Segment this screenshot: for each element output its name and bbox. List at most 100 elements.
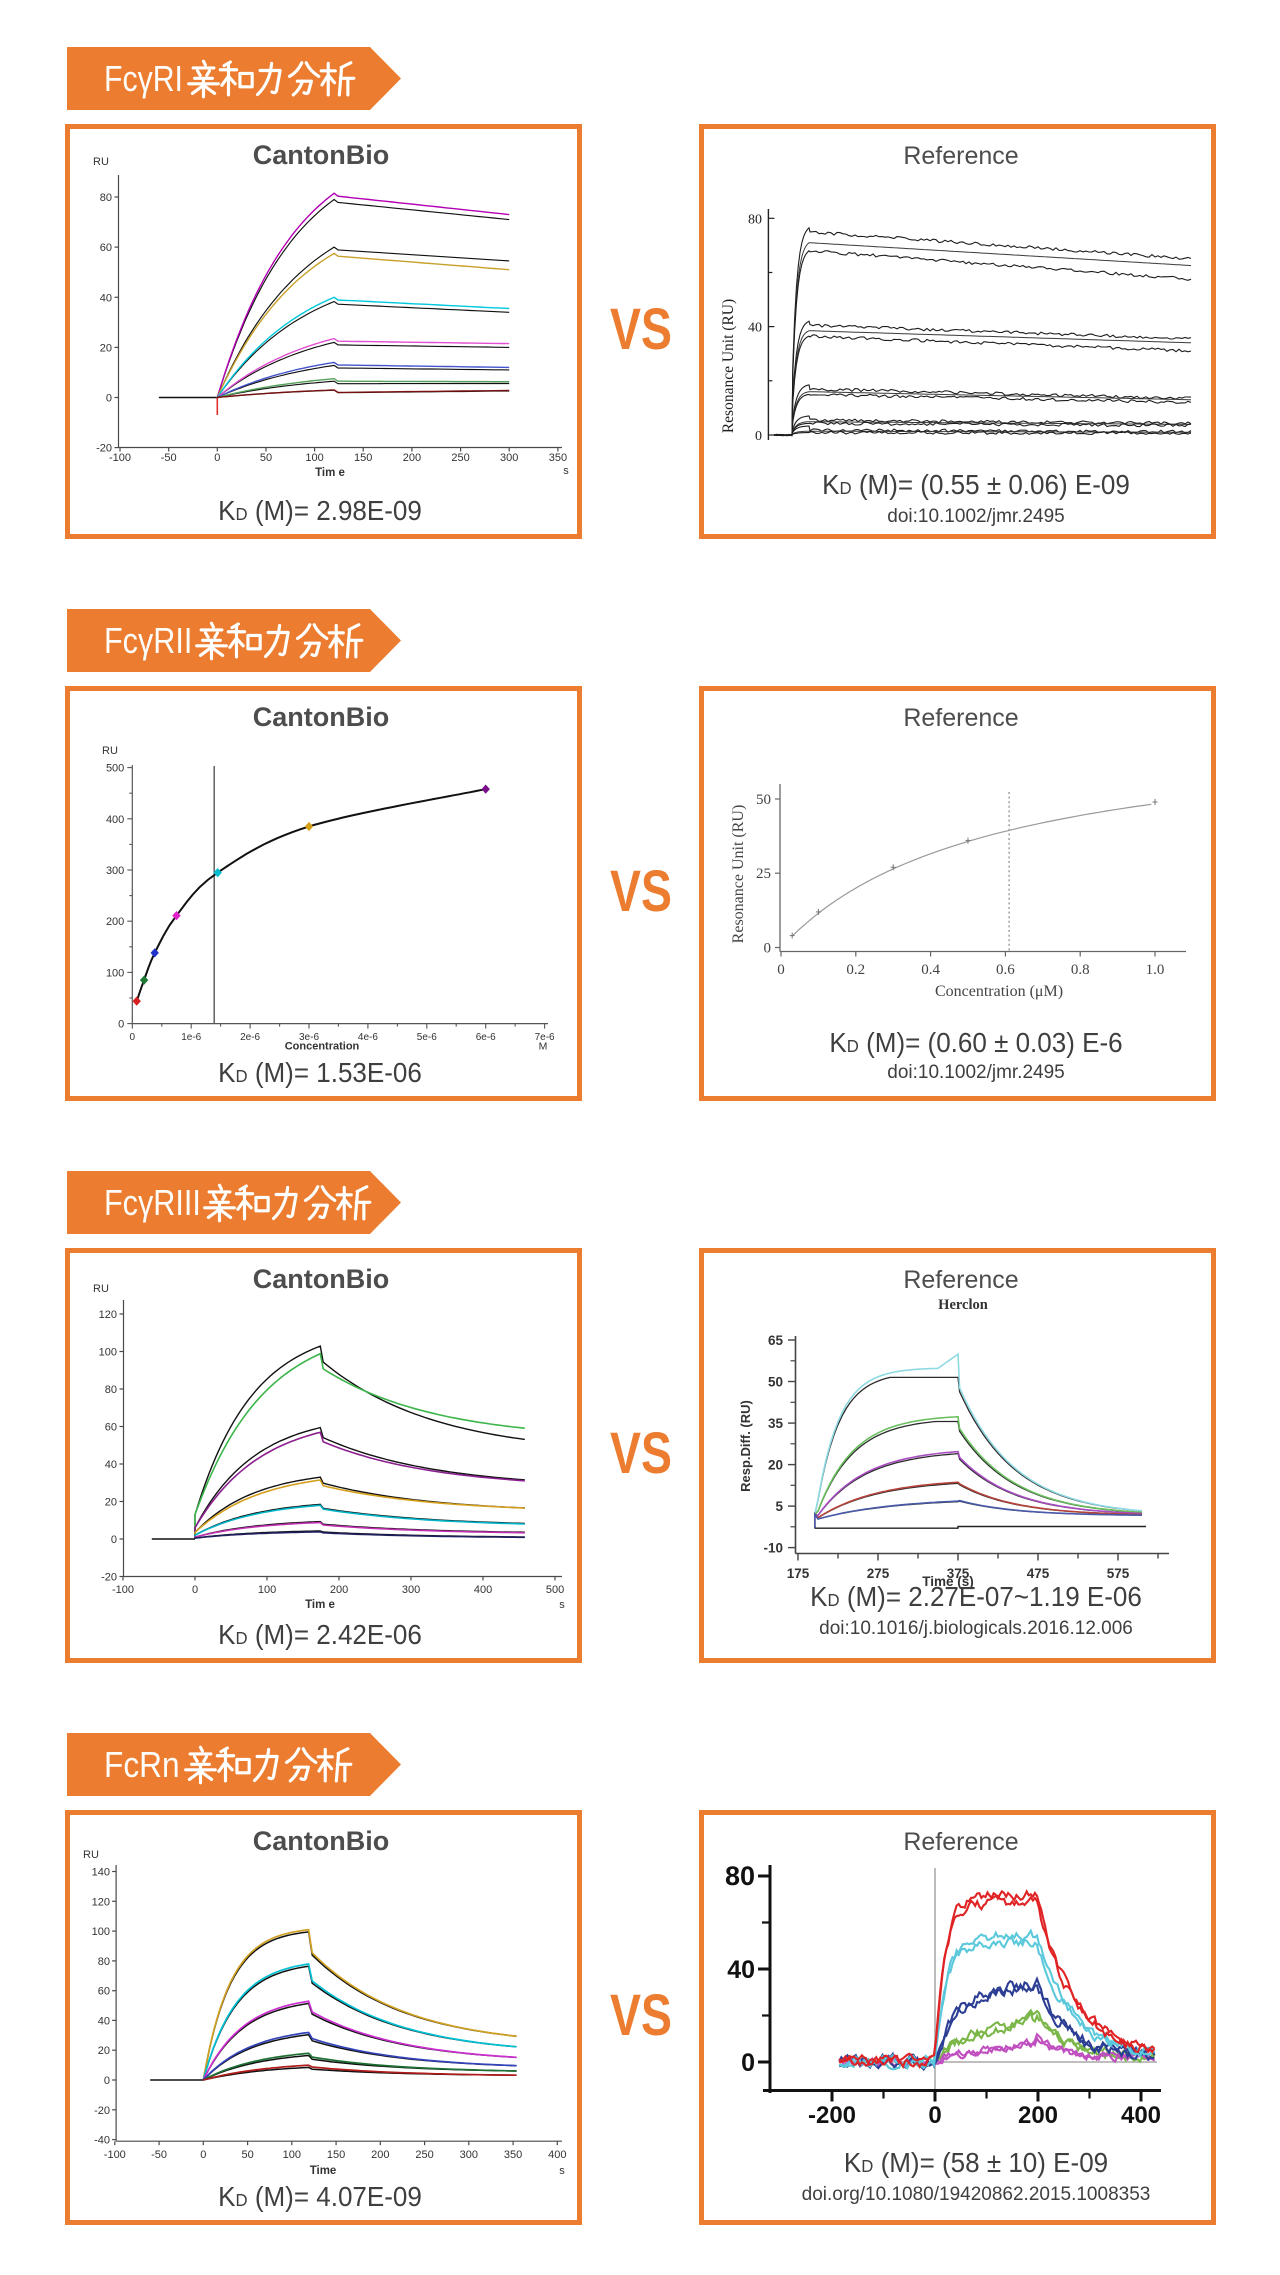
svg-text:VS: VS xyxy=(610,1983,672,2048)
svg-text:120: 120 xyxy=(99,1309,117,1321)
svg-text:60: 60 xyxy=(98,1986,110,1998)
svg-text:300: 300 xyxy=(460,2149,478,2161)
svg-text:80: 80 xyxy=(105,1384,117,1396)
svg-text:CantonBio: CantonBio xyxy=(253,702,389,732)
svg-text:150: 150 xyxy=(354,452,372,464)
svg-text:100: 100 xyxy=(99,1347,117,1359)
svg-text:Reference: Reference xyxy=(903,142,1018,170)
svg-text:RU: RU xyxy=(93,156,109,168)
svg-text:Tim e: Tim e xyxy=(315,467,345,479)
svg-text:-50: -50 xyxy=(161,452,177,464)
svg-text:0.2: 0.2 xyxy=(846,962,865,978)
svg-text:4e-6: 4e-6 xyxy=(358,1032,378,1043)
svg-text:60: 60 xyxy=(105,1422,117,1434)
svg-text:0: 0 xyxy=(928,2102,941,2129)
svg-text:200: 200 xyxy=(1018,2102,1058,2129)
svg-text:500: 500 xyxy=(546,1584,564,1596)
svg-text:doi:10.1016/j.biologicals.2016: doi:10.1016/j.biologicals.2016.12.006 xyxy=(819,1618,1133,1639)
svg-text:VS: VS xyxy=(610,297,672,362)
svg-text:RU: RU xyxy=(93,1283,109,1295)
svg-text:60: 60 xyxy=(100,242,112,254)
svg-text:400: 400 xyxy=(548,2149,566,2161)
svg-text:Time: Time xyxy=(310,2165,337,2177)
svg-text:-20: -20 xyxy=(94,2105,110,2117)
svg-text:Resonance Unit (RU): Resonance Unit (RU) xyxy=(720,299,737,433)
svg-text:100: 100 xyxy=(283,2149,301,2161)
svg-text:65: 65 xyxy=(768,1333,784,1348)
svg-text:CantonBio: CantonBio xyxy=(253,1826,389,1856)
svg-text:FcγRI: FcγRI xyxy=(104,60,183,100)
svg-text:M: M xyxy=(539,1041,548,1053)
svg-text:VS: VS xyxy=(610,859,672,924)
svg-text:100: 100 xyxy=(106,967,124,979)
svg-text:0: 0 xyxy=(106,393,112,405)
svg-text:400: 400 xyxy=(106,814,124,826)
svg-text:5: 5 xyxy=(775,1499,783,1514)
svg-text:350: 350 xyxy=(549,452,567,464)
svg-text:200: 200 xyxy=(403,452,421,464)
svg-text:0: 0 xyxy=(111,1534,117,1546)
svg-text:120: 120 xyxy=(92,1896,110,1908)
svg-text:-40: -40 xyxy=(94,2135,110,2147)
svg-text:-20: -20 xyxy=(101,1572,117,1584)
svg-text:RU: RU xyxy=(83,1849,99,1861)
svg-text:Concentration: Concentration xyxy=(285,1041,360,1053)
svg-text:250: 250 xyxy=(415,2149,433,2161)
svg-text:40: 40 xyxy=(105,1459,117,1471)
svg-text:-100: -100 xyxy=(112,1584,134,1596)
svg-text:KD (M)= (0.55 ± 0.06) E-09: KD (M)= (0.55 ± 0.06) E-09 xyxy=(822,469,1130,500)
svg-text:Reference: Reference xyxy=(903,1828,1018,1856)
svg-text:350: 350 xyxy=(504,2149,522,2161)
svg-text:400: 400 xyxy=(474,1584,492,1596)
svg-text:400: 400 xyxy=(1121,2102,1161,2129)
svg-text:doi.org/10.1080/19420862.2015.: doi.org/10.1080/19420862.2015.1008353 xyxy=(802,2184,1151,2205)
svg-text:-100: -100 xyxy=(104,2149,126,2161)
svg-text:0: 0 xyxy=(104,2075,110,2087)
svg-text:200: 200 xyxy=(371,2149,389,2161)
svg-text:KD (M)= (58 ± 10) E-09: KD (M)= (58 ± 10) E-09 xyxy=(844,2147,1108,2178)
svg-text:-10: -10 xyxy=(763,1541,783,1556)
svg-text:375: 375 xyxy=(947,1566,970,1581)
svg-text:20: 20 xyxy=(105,1497,117,1509)
svg-text:50: 50 xyxy=(756,792,771,808)
svg-text:Reference: Reference xyxy=(903,704,1018,732)
svg-text:0: 0 xyxy=(130,1032,136,1043)
svg-text:KD (M)= 2.27E-07~1.19 E-06: KD (M)= 2.27E-07~1.19 E-06 xyxy=(810,1581,1142,1612)
svg-text:80: 80 xyxy=(100,192,112,204)
svg-text:KD (M)= 2.42E-06: KD (M)= 2.42E-06 xyxy=(218,1619,422,1650)
svg-text:0: 0 xyxy=(214,452,220,464)
svg-text:FcRn: FcRn xyxy=(104,1745,180,1785)
svg-text:475: 475 xyxy=(1027,1566,1050,1581)
svg-text:40: 40 xyxy=(727,1956,755,1984)
svg-text:500: 500 xyxy=(106,763,124,775)
svg-text:s: s xyxy=(563,465,569,477)
svg-text:0.8: 0.8 xyxy=(1071,962,1090,978)
svg-text:-200: -200 xyxy=(808,2102,856,2129)
svg-text:50: 50 xyxy=(241,2149,253,2161)
svg-text:1.0: 1.0 xyxy=(1146,962,1165,978)
svg-text:40: 40 xyxy=(748,321,762,336)
svg-text:-100: -100 xyxy=(109,452,131,464)
svg-text:0.6: 0.6 xyxy=(996,962,1015,978)
svg-text:575: 575 xyxy=(1107,1566,1130,1581)
svg-text:KD (M)= (0.60 ± 0.03) E-6: KD (M)= (0.60 ± 0.03) E-6 xyxy=(829,1027,1122,1058)
svg-text:20: 20 xyxy=(98,2045,110,2057)
svg-text:6e-6: 6e-6 xyxy=(476,1032,496,1043)
svg-text:s: s xyxy=(559,1599,565,1611)
svg-text:80: 80 xyxy=(725,1861,755,1891)
svg-text:-50: -50 xyxy=(151,2149,167,2161)
svg-text:300: 300 xyxy=(402,1584,420,1596)
svg-text:7e-6: 7e-6 xyxy=(535,1032,555,1043)
svg-text:0: 0 xyxy=(741,2049,755,2077)
svg-text:RU: RU xyxy=(102,745,118,757)
svg-text:0: 0 xyxy=(755,429,762,444)
svg-text:5e-6: 5e-6 xyxy=(417,1032,437,1043)
svg-text:175: 175 xyxy=(787,1566,810,1581)
svg-text:doi:10.1002/jmr.2495: doi:10.1002/jmr.2495 xyxy=(887,1062,1064,1083)
svg-text:2e-6: 2e-6 xyxy=(240,1032,260,1043)
svg-text:140: 140 xyxy=(92,1867,110,1879)
svg-text:KD (M)= 1.53E-06: KD (M)= 1.53E-06 xyxy=(218,1057,422,1088)
svg-text:200: 200 xyxy=(330,1584,348,1596)
svg-text:20: 20 xyxy=(100,342,112,354)
svg-text:250: 250 xyxy=(451,452,469,464)
